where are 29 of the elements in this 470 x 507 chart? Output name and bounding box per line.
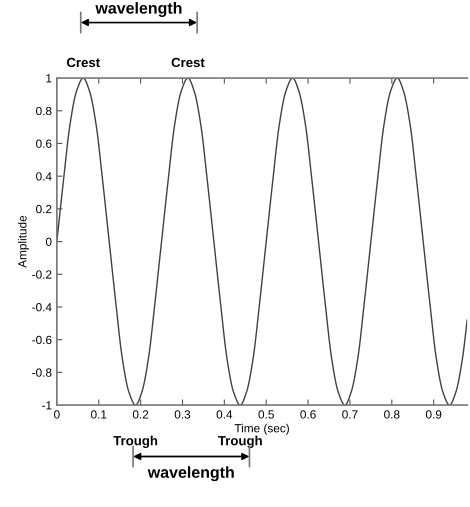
y-tick-label: 0.2 (36, 204, 52, 214)
y-tick-label: 1 (46, 74, 52, 82)
y-tick-label: -0.4 (32, 303, 52, 312)
text: Crest (172, 58, 205, 68)
x-tick-label: 0.2 (132, 410, 148, 419)
y-tick-label: -0.6 (32, 336, 52, 344)
text: Trough (113, 436, 158, 448)
y-tick-label: 0.8 (36, 106, 52, 116)
text: wavelength (95, 2, 182, 17)
x-tick-label: 0.1 (90, 410, 106, 419)
y-tick-label: -1 (42, 401, 52, 410)
y-tick-label: 0.6 (36, 140, 52, 148)
y-tick-label: 0.4 (36, 172, 52, 181)
x-tick-label: 0.9 (426, 410, 442, 419)
x-axis-title: Time (sec) (234, 424, 289, 435)
text: Trough (218, 436, 262, 448)
y-tick-label: 0 (46, 238, 52, 246)
x-tick-label: 0.4 (216, 410, 232, 419)
x-tick-label: 0.5 (258, 410, 274, 419)
text: wavelength (148, 466, 234, 482)
x-tick-label: 0.6 (300, 410, 316, 419)
y-tick-label: -0.2 (32, 270, 52, 279)
x-tick-label: 0 (54, 410, 60, 419)
x-tick-label: 0.3 (174, 410, 190, 419)
x-tick-label: 0.8 (384, 410, 400, 419)
y-tick-label: -0.8 (32, 368, 52, 377)
x-tick-label: 0.7 (342, 410, 358, 419)
y-axis-title: Amplitude (18, 216, 29, 268)
text: Crest (66, 58, 100, 68)
